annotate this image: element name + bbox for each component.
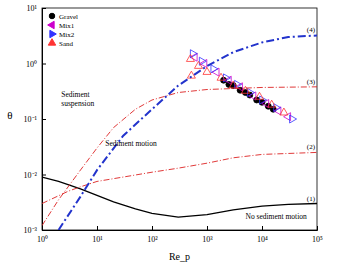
tick-mark: [152, 226, 153, 230]
tick-mark: [317, 226, 318, 230]
point: [255, 92, 263, 99]
point: [260, 96, 267, 104]
tick: 10⁻¹: [24, 115, 46, 124]
point: [249, 92, 256, 100]
tick-mark: [262, 226, 263, 230]
legend-marker: [48, 21, 54, 28]
point: [247, 88, 254, 96]
region-label: Sedimentsuspension: [61, 90, 94, 108]
tick: 10⁻³: [24, 226, 46, 235]
tick-mark: [42, 119, 46, 120]
point: [211, 65, 218, 73]
tick-mark: [42, 64, 46, 65]
region-label: Sediment motion: [105, 139, 157, 148]
axis-line: [43, 226, 318, 231]
tick: 10³: [202, 226, 213, 244]
tick: 10⁻²: [24, 171, 46, 180]
tick-label: 10⁵: [312, 235, 323, 244]
point: [280, 108, 288, 115]
point: [224, 74, 231, 82]
region-label: No sediment motion: [246, 212, 307, 221]
axis-line: [43, 9, 47, 231]
curve-label: (3): [307, 78, 316, 86]
curve-label: (1): [307, 195, 316, 203]
y-axis: 10⁻³ 10⁻² 10⁻¹ 10⁰ 10¹: [24, 4, 46, 235]
tick-label: 10⁻¹: [24, 115, 38, 124]
tick-label: 10¹: [92, 235, 103, 244]
tick: 10¹: [27, 4, 46, 13]
tick: 10¹: [92, 226, 103, 244]
plot-frame: [42, 8, 317, 230]
tick: 10⁵: [312, 226, 323, 244]
plot: 10⁰ 10¹ 10² 10³ 10⁴ 10⁵ 10⁻³ 10⁻² 10⁻¹ 10⁰ 10¹ (1) (…: [24, 4, 324, 244]
chart: 10⁰ 10¹ 10² 10³ 10⁴ 10⁵ 10⁻³ 10⁻² 10⁻¹ 10⁰ 10¹ (1) (…: [0, 0, 339, 264]
legend-label: Mix2: [59, 31, 75, 39]
tick-mark: [42, 175, 46, 176]
curve-label: (4): [307, 26, 316, 34]
legend-marker: [49, 13, 55, 19]
tick-mark: [42, 230, 46, 231]
legend: GravelMix1Mix2Sand: [48, 13, 78, 48]
point: [229, 81, 237, 88]
tick-label: 10⁻²: [24, 171, 38, 180]
legend-entry: Sand: [48, 39, 73, 48]
tick-label: 10¹: [27, 4, 38, 13]
tick-label: 10⁰: [26, 60, 37, 69]
x-axis: 10⁰ 10¹ 10² 10³ 10⁴ 10⁵: [37, 226, 323, 244]
tick-mark: [97, 226, 98, 230]
tick: 10⁰: [26, 60, 46, 69]
point: [194, 61, 202, 68]
tick: 10²: [147, 226, 158, 244]
x-axis-title: Re_p: [169, 251, 190, 262]
legend-entry: Gravel: [49, 13, 78, 21]
marks: [42, 35, 317, 230]
tick-label: 10³: [202, 235, 213, 244]
point: [241, 86, 249, 93]
point: [186, 54, 194, 61]
tick-label: 10⁴: [257, 235, 268, 244]
curve: [42, 152, 317, 203]
curve: [59, 35, 317, 230]
tick-label: 10⁰: [37, 235, 48, 244]
tick-label: 10⁻³: [24, 226, 38, 235]
legend-entry: Mix1: [48, 21, 75, 30]
point: [217, 73, 225, 80]
legend-marker: [48, 39, 55, 45]
curve: [42, 87, 317, 226]
y-axis-title: θ: [7, 109, 12, 121]
legend-label: Mix1: [59, 22, 75, 30]
point: [268, 100, 276, 107]
point: [290, 115, 297, 123]
legend-label: Gravel: [59, 13, 78, 21]
curve-label: (2): [307, 143, 316, 151]
legend-marker: [50, 30, 56, 37]
tick-label: 10²: [147, 235, 158, 244]
legend-label: Sand: [59, 40, 74, 48]
tick: 10⁴: [257, 226, 268, 244]
legend-entry: Mix2: [50, 30, 75, 39]
tick-mark: [42, 8, 46, 9]
tick-mark: [207, 226, 208, 230]
